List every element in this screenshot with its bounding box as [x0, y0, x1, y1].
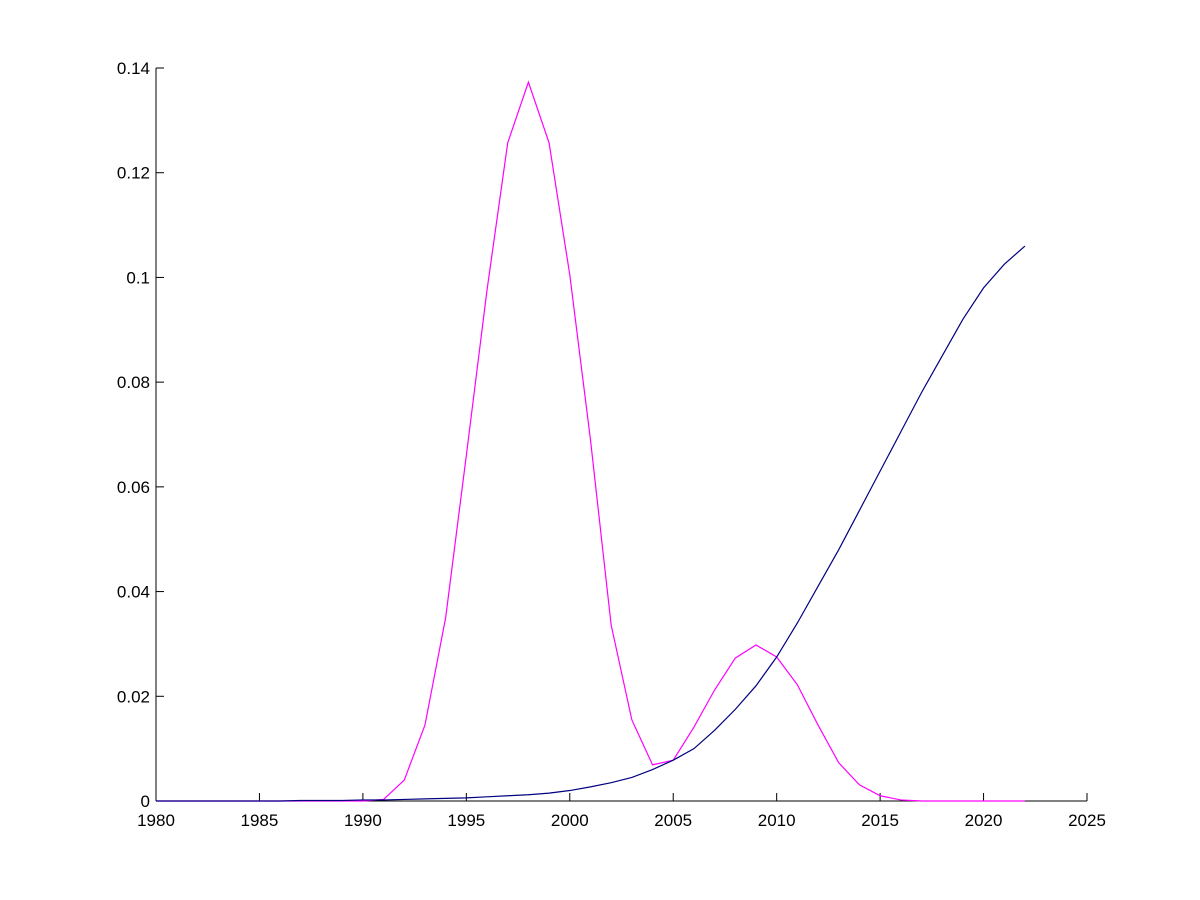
x-tick-label: 2015: [861, 811, 899, 830]
y-tick-label: 0.06: [117, 478, 150, 497]
y-tick-label: 0.14: [117, 59, 150, 78]
x-tick-label: 1990: [344, 811, 382, 830]
series-line: [156, 245, 1026, 802]
y-tick-label: 0.12: [117, 164, 150, 183]
x-tick-label: 1980: [137, 811, 175, 830]
y-tick-label: 0.04: [117, 583, 150, 602]
x-tick-label: 2020: [965, 811, 1003, 830]
y-tick-label: 0.08: [117, 373, 150, 392]
y-tick-label: 0: [141, 792, 150, 811]
x-tick-label: 2025: [1068, 811, 1106, 830]
x-tick-label: 2010: [758, 811, 796, 830]
y-tick-label: 0.1: [126, 268, 150, 287]
x-tick-label: 2005: [654, 811, 692, 830]
x-tick-label: 1995: [447, 811, 485, 830]
x-tick-label: 2000: [551, 811, 589, 830]
x-tick-label: 1985: [241, 811, 279, 830]
y-tick-label: 0.02: [117, 687, 150, 706]
